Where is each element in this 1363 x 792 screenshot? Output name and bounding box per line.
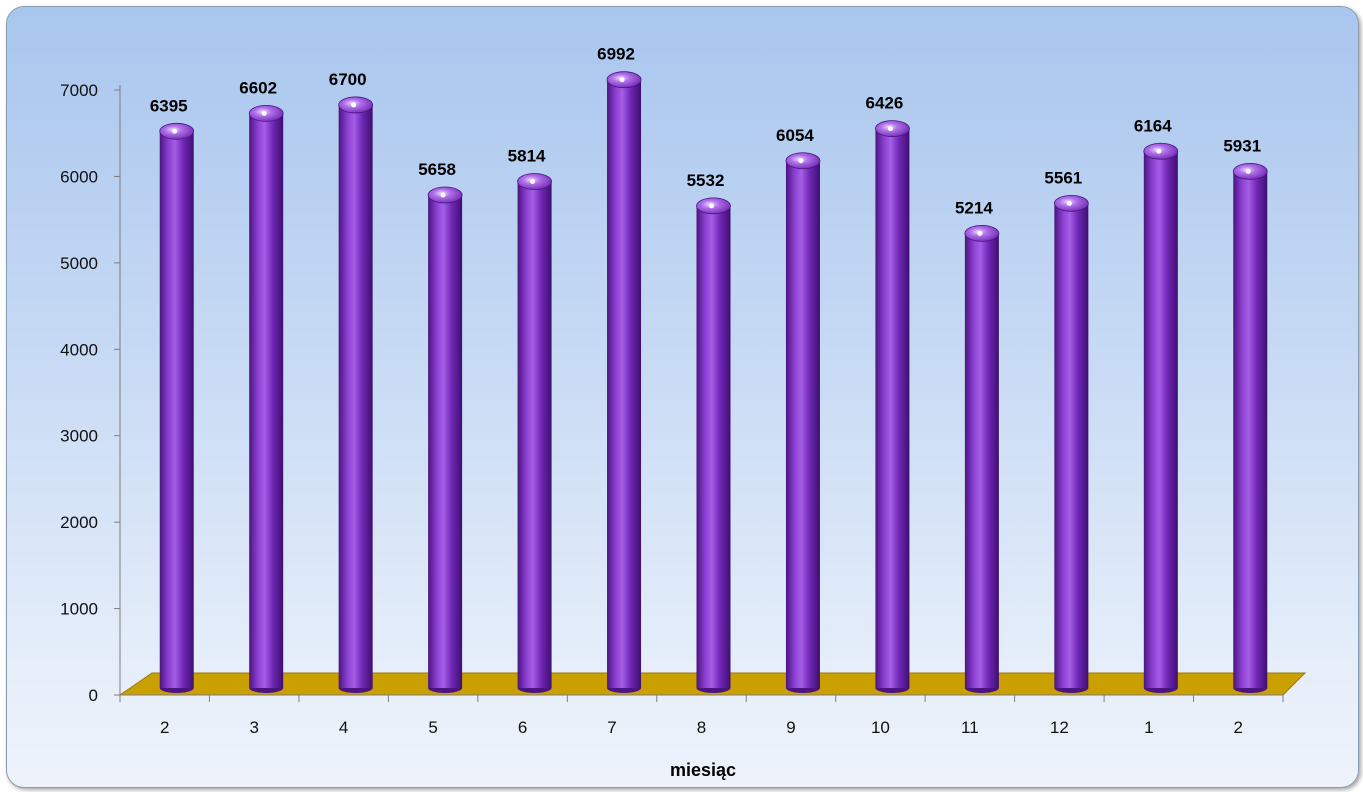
data-label: 6700 xyxy=(329,70,367,89)
bars xyxy=(159,71,1268,693)
x-tick-label: 5 xyxy=(428,718,437,737)
bar xyxy=(964,224,1000,693)
data-label: 5814 xyxy=(508,147,546,166)
bar xyxy=(1143,142,1179,693)
x-tick-label: 11 xyxy=(961,718,979,737)
bar-highlight xyxy=(172,128,178,134)
bar xyxy=(248,104,284,693)
data-label: 6164 xyxy=(1134,116,1172,135)
x-tick-label: 1 xyxy=(1144,718,1153,737)
bar xyxy=(159,122,195,693)
x-tick-label: 12 xyxy=(1050,718,1069,737)
bar-body xyxy=(696,205,731,688)
y-tick-label: 1000 xyxy=(60,600,98,619)
bar xyxy=(517,173,552,693)
y-tick-label: 2000 xyxy=(60,513,98,532)
data-label: 6054 xyxy=(776,126,814,145)
bar-highlight xyxy=(440,192,446,198)
y-tick-label: 0 xyxy=(89,686,98,705)
bar xyxy=(427,186,463,693)
bar-highlight xyxy=(977,230,983,236)
x-axis-title: miesiąc xyxy=(670,760,736,780)
bar-body xyxy=(1233,171,1268,688)
bar xyxy=(785,152,821,693)
bar xyxy=(1232,162,1268,693)
data-label: 5931 xyxy=(1223,136,1261,155)
y-tick-label: 6000 xyxy=(60,167,98,186)
y-tick-label: 3000 xyxy=(60,427,98,446)
bar xyxy=(338,96,374,693)
data-label: 5214 xyxy=(955,198,993,217)
bar-body xyxy=(607,79,642,689)
x-tick-label: 2 xyxy=(1234,718,1243,737)
data-label: 6992 xyxy=(597,45,635,64)
bar-highlight xyxy=(1066,200,1072,206)
x-tick-label: 8 xyxy=(697,718,706,737)
data-label: 5532 xyxy=(687,171,725,190)
data-label: 6426 xyxy=(866,94,904,113)
y-tick-label: 5000 xyxy=(60,254,98,273)
x-tick-label: 6 xyxy=(518,718,527,737)
bar-body xyxy=(785,160,820,689)
bar xyxy=(696,197,731,693)
bar-highlight xyxy=(798,158,804,164)
bar-body xyxy=(1054,203,1089,688)
bar-highlight xyxy=(351,102,357,108)
bar-body xyxy=(338,104,373,688)
bar-body xyxy=(875,128,910,689)
bar xyxy=(1053,194,1089,693)
x-tick-label: 3 xyxy=(249,718,258,737)
x-tick-label: 9 xyxy=(786,718,795,737)
bar-highlight xyxy=(530,179,536,185)
axes: 0 1000 2000 3000 4000 5000 6000 7000 2 3 4 5 6 7 8 9 10 1… xyxy=(60,81,1284,737)
bar-body xyxy=(249,113,284,689)
data-label: 5561 xyxy=(1044,168,1082,187)
data-labels: 6395 6602 6700 5658 5814 6992 5532 6054 6426 5214… xyxy=(150,45,1261,218)
bar-body xyxy=(964,233,999,688)
bar xyxy=(606,71,642,693)
chart-panel xyxy=(6,6,1359,788)
data-label: 6602 xyxy=(239,78,277,97)
x-tick-label: 4 xyxy=(339,718,348,737)
bar-highlight xyxy=(1245,168,1251,174)
bar-body xyxy=(159,131,194,688)
data-label: 6395 xyxy=(150,96,188,115)
x-tick-label: 10 xyxy=(871,718,890,737)
bar-highlight xyxy=(709,203,714,209)
bar-highlight xyxy=(619,77,625,83)
bar-body xyxy=(428,194,463,689)
data-label: 5658 xyxy=(418,160,456,179)
bar-highlight xyxy=(261,110,267,116)
bar-highlight xyxy=(1156,148,1162,154)
bar-highlight xyxy=(887,126,893,132)
y-tick-label: 7000 xyxy=(60,81,98,100)
x-tick-label: 7 xyxy=(607,718,616,737)
y-tick-label: 4000 xyxy=(60,340,98,359)
x-tick-label: 2 xyxy=(160,718,169,737)
bar-body xyxy=(517,181,552,689)
bar-body xyxy=(1143,151,1178,689)
bar xyxy=(875,120,910,693)
